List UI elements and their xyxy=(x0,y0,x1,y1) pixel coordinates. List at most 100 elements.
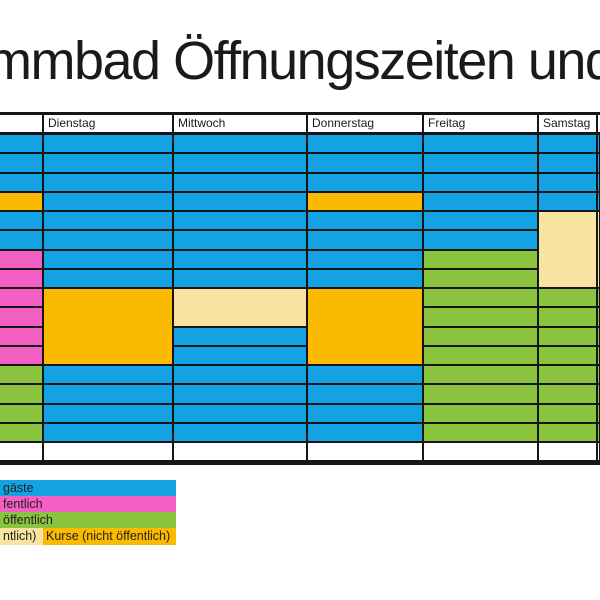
legend-item-pink: fentlich xyxy=(0,496,176,512)
schedule-cell-cream xyxy=(539,212,596,287)
legend-item-blue: gäste xyxy=(0,480,176,496)
schedule-cell-blue xyxy=(174,404,306,422)
schedule-cell-green xyxy=(539,404,596,422)
schedule-cell-blue xyxy=(308,135,422,153)
schedule-cell-orange xyxy=(0,192,42,210)
schedule-cell-blue xyxy=(174,269,306,287)
schedule-cell-blue xyxy=(598,192,599,210)
schedule-cell-green xyxy=(598,404,599,422)
schedule-cell-blue xyxy=(424,192,537,210)
schedule-cell-blue xyxy=(424,212,537,230)
schedule-cell-green xyxy=(598,346,599,364)
schedule-cell-blue xyxy=(44,192,172,210)
schedule-cell-blue xyxy=(44,135,172,153)
schedule-cell-pink xyxy=(0,250,42,268)
schedule-cell-blue xyxy=(598,173,599,191)
schedule-cell-pink xyxy=(0,346,42,364)
schedule-cell-blue xyxy=(539,154,596,172)
schedule-cell-blue xyxy=(174,231,306,249)
schedule-cell-orange xyxy=(308,192,422,210)
schedule-cell-blue xyxy=(598,154,599,172)
schedule-cell-cream xyxy=(174,289,306,326)
schedule-cell-green xyxy=(0,404,42,422)
column-header-freitag: Freitag xyxy=(424,115,537,132)
schedule-cell-blue xyxy=(424,154,537,172)
schedule-cell-blue xyxy=(308,231,422,249)
column-header-empty xyxy=(0,115,42,132)
legend-item-green: öffentlich xyxy=(0,512,176,528)
schedule-cell-blue xyxy=(174,173,306,191)
schedule-cell-green xyxy=(424,269,537,287)
schedule-cell-pink xyxy=(0,327,42,345)
schedule-cell-blue xyxy=(44,404,172,422)
schedule-cell-blue xyxy=(44,269,172,287)
schedule-cell-blue xyxy=(44,173,172,191)
schedule-cell-green xyxy=(539,308,596,326)
schedule-cell-blue xyxy=(44,154,172,172)
schedule-cell-blue xyxy=(0,231,42,249)
schedule-cell-white xyxy=(174,443,306,461)
column-header-empty xyxy=(598,115,600,132)
schedule-cell-blue xyxy=(598,135,599,153)
legend-item-cream: ntlich) xyxy=(0,528,43,545)
schedule-cell-green xyxy=(0,423,42,441)
page-title: mmbad Öffnungszeiten und xyxy=(0,31,600,91)
schedule-cell-green xyxy=(539,385,596,403)
schedule-cell-green xyxy=(539,423,596,441)
column-header-donnerstag: Donnerstag xyxy=(308,115,422,132)
schedule-cell-white xyxy=(308,443,422,461)
schedule-cell-blue xyxy=(0,212,42,230)
schedule-cell-green xyxy=(598,385,599,403)
schedule-cell-blue xyxy=(174,385,306,403)
schedule-cell-blue xyxy=(308,404,422,422)
schedule-cell-green xyxy=(424,250,537,268)
schedule-cell-green xyxy=(424,327,537,345)
schedule-cell-blue xyxy=(424,135,537,153)
schedule-cell-blue xyxy=(44,385,172,403)
schedule-cell-white xyxy=(0,443,42,461)
schedule-cell-pink xyxy=(0,269,42,287)
schedule-cell-green xyxy=(424,366,537,384)
schedule-cell-blue xyxy=(174,250,306,268)
schedule-cell-white xyxy=(44,443,172,461)
schedule-cell-blue xyxy=(424,231,537,249)
schedule-cell-green xyxy=(424,385,537,403)
schedule-cell-green xyxy=(598,327,599,345)
schedule-cell-green xyxy=(424,289,537,307)
schedule-cell-white xyxy=(539,443,596,461)
schedule-cell-green xyxy=(424,308,537,326)
schedule-cell-blue xyxy=(174,423,306,441)
schedule-cell-green xyxy=(598,366,599,384)
column-header-samstag: Samstag xyxy=(539,115,596,132)
schedule-cell-green xyxy=(539,289,596,307)
schedule-cell-blue xyxy=(44,212,172,230)
schedule-cell-green xyxy=(0,385,42,403)
schedule-cell-blue xyxy=(424,173,537,191)
schedule-cell-cream xyxy=(598,212,599,287)
schedule-cell-green xyxy=(598,423,599,441)
schedule-cell-pink xyxy=(0,289,42,307)
schedule-cell-green xyxy=(424,404,537,422)
schedule-cell-blue xyxy=(0,173,42,191)
column-header-dienstag: Dienstag xyxy=(44,115,172,132)
column-header-mittwoch: Mittwoch xyxy=(174,115,306,132)
schedule-cell-blue xyxy=(308,250,422,268)
schedule-cell-blue xyxy=(44,231,172,249)
schedule-cell-pink xyxy=(0,308,42,326)
schedule-cell-blue xyxy=(539,135,596,153)
schedule-cell-blue xyxy=(174,366,306,384)
schedule-cell-blue xyxy=(174,212,306,230)
schedule-cell-green xyxy=(598,289,599,307)
schedule-cell-blue xyxy=(0,135,42,153)
schedule-cell-blue xyxy=(308,154,422,172)
schedule-cell-blue xyxy=(308,385,422,403)
schedule-cell-green xyxy=(424,346,537,364)
schedule-cell-blue xyxy=(44,366,172,384)
schedule-cell-blue xyxy=(539,192,596,210)
schedule-cell-blue xyxy=(174,192,306,210)
schedule-cell-blue xyxy=(174,327,306,345)
schedule-table: Dienstag Mittwoch Donnerstag Freitag Samstag xyxy=(0,112,600,465)
schedule-cell-white xyxy=(424,443,537,461)
schedule-cell-green xyxy=(598,308,599,326)
schedule-cell-green xyxy=(539,327,596,345)
